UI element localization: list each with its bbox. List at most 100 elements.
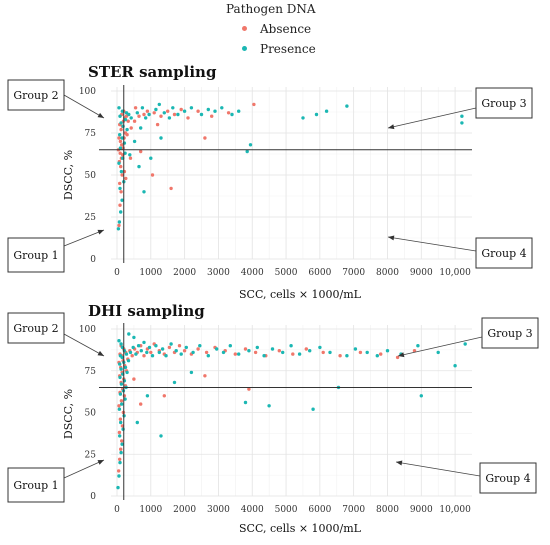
data-point-absence (119, 164, 123, 169)
data-point-presence (328, 350, 332, 355)
data-point-presence (144, 116, 148, 120)
data-point-absence (150, 173, 155, 177)
data-point-absence (139, 402, 143, 406)
ster-panel: 0 1000 2000 3000 4000 5000 6000 7000 8000 9000 10,… (7, 63, 533, 301)
group-3-arrow-line (397, 336, 483, 357)
x-tick-label: 8000 (376, 268, 399, 278)
x-tick-label: 4000 (241, 268, 264, 278)
data-point-presence (119, 450, 123, 455)
group-1-box (7, 467, 65, 503)
data-point-absence (291, 352, 295, 356)
data-point-presence (132, 139, 137, 144)
data-point-presence (436, 350, 440, 355)
data-point-presence (120, 136, 124, 140)
data-point-presence (206, 107, 210, 112)
group-3-box (481, 317, 539, 349)
data-point-presence (117, 220, 122, 224)
data-point-absence (304, 347, 308, 351)
group-1-box (7, 237, 65, 273)
group-2-label: Group 2 (13, 89, 58, 102)
data-point-presence (122, 379, 127, 383)
data-point-presence (126, 359, 131, 363)
data-point-presence (345, 104, 349, 108)
data-point-presence (237, 109, 241, 113)
data-point-presence (142, 340, 146, 345)
data-point-presence (365, 350, 369, 355)
data-point-absence (117, 430, 122, 435)
data-point-presence (198, 344, 202, 348)
group-3-arrow-head (398, 352, 405, 358)
data-point-presence (243, 400, 248, 405)
x-tick-label: 1000 (139, 505, 162, 515)
series-presence (116, 332, 467, 490)
data-point-absence (182, 349, 187, 353)
group-1-arrow-line (63, 459, 105, 479)
data-point-presence (375, 354, 379, 358)
data-point-absence (122, 394, 127, 398)
data-point-presence (157, 102, 161, 107)
data-point-presence (145, 394, 150, 398)
legend-title: Pathogen DNA (226, 2, 316, 16)
data-point-presence (147, 112, 151, 117)
data-point-presence (169, 342, 173, 346)
data-point-presence (120, 402, 124, 406)
data-point-presence (182, 109, 187, 113)
data-point-presence (270, 347, 275, 351)
data-point-presence (128, 350, 133, 355)
data-point-presence (128, 153, 132, 157)
data-point-presence (453, 364, 457, 368)
x-tick-label: 0 (114, 268, 120, 278)
data-point-presence (184, 345, 188, 350)
data-point-presence (353, 347, 358, 351)
data-point-presence (189, 106, 194, 110)
data-point-absence (118, 139, 123, 144)
x-tick-label: 6000 (308, 268, 331, 278)
x-tick-label: 1000 (139, 268, 162, 278)
group-3-arrow-line (387, 107, 477, 129)
data-point-presence (164, 354, 168, 358)
x-tick-label: 2000 (173, 268, 196, 278)
data-point-absence (142, 354, 146, 358)
data-point-presence (135, 420, 139, 425)
data-point-presence (123, 365, 128, 370)
data-point-absence (233, 352, 237, 356)
data-point-presence (247, 349, 251, 353)
data-point-absence (128, 156, 133, 160)
data-point-presence (245, 149, 249, 154)
group-4-arrow-line (387, 236, 477, 252)
data-point-presence (140, 106, 145, 110)
data-point-presence (127, 332, 131, 336)
data-point-absence (177, 344, 182, 348)
data-point-absence (243, 347, 248, 351)
data-point-presence (116, 227, 121, 231)
legend-absence-dot (242, 26, 247, 31)
data-point-absence (379, 352, 383, 356)
data-point-presence (118, 186, 122, 191)
data-point-presence (191, 350, 195, 355)
group-3-label: Group 3 (487, 327, 532, 340)
panel-title: DHI sampling (88, 302, 205, 320)
group-2-arrow-line (63, 333, 105, 357)
data-point-absence (118, 151, 122, 155)
data-point-presence (122, 349, 127, 353)
x-tick-label: 7000 (342, 268, 365, 278)
data-point-absence (122, 169, 127, 174)
data-point-absence (120, 143, 124, 147)
data-point-presence (117, 161, 121, 165)
group-2-label: Group 2 (13, 322, 58, 335)
group-1-arrow-line (63, 229, 105, 247)
data-point-presence (134, 352, 138, 356)
data-point-presence (137, 164, 141, 169)
group-1-arrow-head (97, 229, 104, 235)
group-1-label: Group 1 (13, 479, 58, 492)
group-4-box (475, 237, 533, 269)
data-point-presence (159, 434, 163, 438)
data-point-presence (129, 116, 133, 120)
y-tick-label: 25 (85, 450, 97, 460)
data-point-absence (338, 354, 342, 358)
y-tick-label: 75 (85, 367, 97, 377)
data-point-presence (119, 342, 123, 346)
group-4-arrow-line (395, 461, 481, 477)
data-point-absence (167, 345, 172, 350)
